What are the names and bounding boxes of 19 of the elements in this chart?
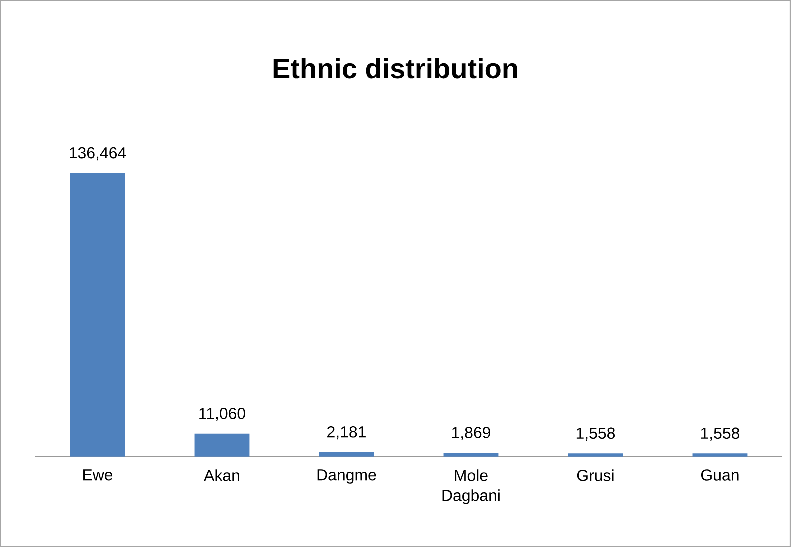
data-label: 136,464 xyxy=(70,147,126,160)
chart-title: Ethnic distribution xyxy=(274,58,518,79)
bar xyxy=(692,454,748,457)
x-tick-label: Akan xyxy=(204,469,240,482)
bar xyxy=(444,452,499,457)
x-tick-label: Guan xyxy=(701,469,739,481)
data-label: 1,558 xyxy=(701,428,740,441)
x-tick-label: Grusi xyxy=(577,469,614,482)
bar xyxy=(568,454,624,457)
bar xyxy=(70,173,126,457)
data-label: 1,869 xyxy=(452,426,490,440)
data-label: 2,181 xyxy=(328,426,366,440)
x-tick-label: Mole Dagbani xyxy=(442,469,500,504)
x-tick-label: Ewe xyxy=(84,469,113,481)
data-label: 11,060 xyxy=(200,408,246,422)
bar xyxy=(194,434,250,457)
x-tick-label: Dangme xyxy=(318,469,376,484)
bar xyxy=(319,452,374,457)
data-label: 1,558 xyxy=(576,428,616,441)
